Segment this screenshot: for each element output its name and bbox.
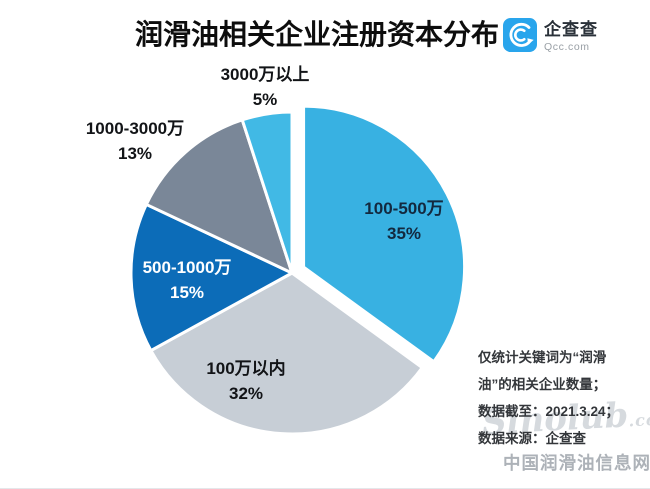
chart-title: 润滑油相关企业注册资本分布 <box>135 19 500 50</box>
qcc-logo-icon <box>503 18 537 52</box>
qcc-logo: 企查查 Qcc.com <box>503 18 598 53</box>
pie-slice-3000万以上 <box>240 110 294 275</box>
pie-slice-100万以内 <box>149 271 424 436</box>
note-line: 仅统计关键词为“润滑 <box>478 350 607 365</box>
qcc-brand-name: 企查查 <box>544 20 598 39</box>
data-source-notes: 仅统计关键词为“润滑 油”的相关企业数量； 数据截至：2021.3.24； 数据… <box>478 344 648 452</box>
qcc-domain: Qcc.com <box>544 41 590 53</box>
note-line: 数据截至：2021.3.24； <box>478 404 620 419</box>
pie-slice-100-500万 <box>302 104 467 364</box>
pie-slice-1000-3000万 <box>144 118 294 275</box>
qcc-logo-text: 企查查 Qcc.com <box>544 18 598 53</box>
note-line: 油”的相关企业数量； <box>478 377 607 392</box>
note-line: 数据来源：企查查 <box>478 431 586 446</box>
pie-slice-500-1000万 <box>129 202 294 353</box>
